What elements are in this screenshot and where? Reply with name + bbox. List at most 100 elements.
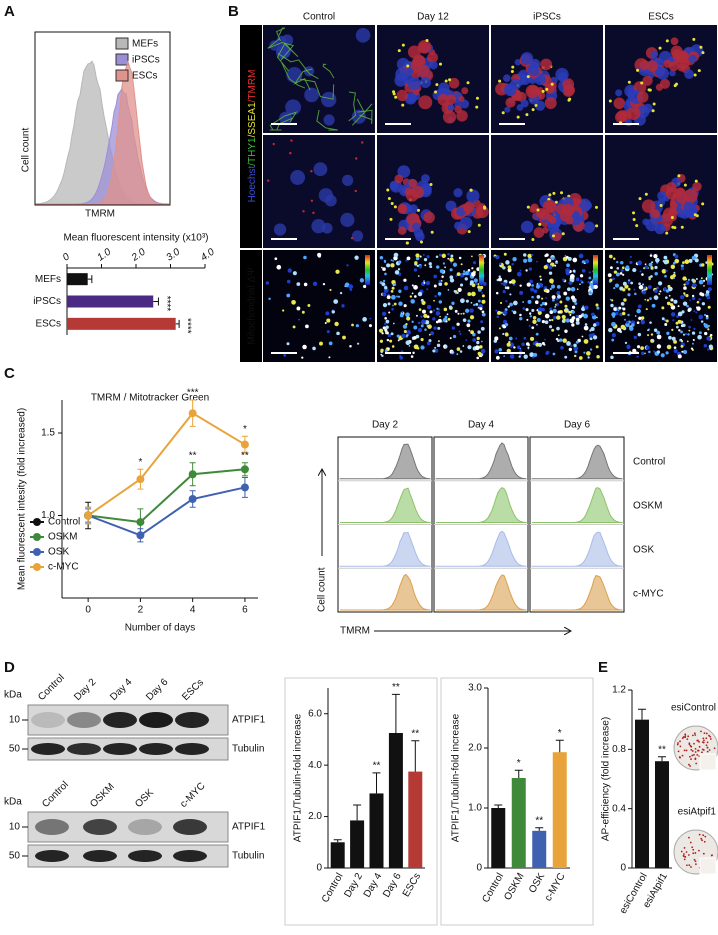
speckle — [525, 269, 528, 272]
colony — [693, 858, 696, 861]
speckle — [480, 326, 485, 331]
y-tick-label: 0.8 — [612, 744, 626, 755]
speckle — [390, 259, 393, 262]
speckle — [539, 278, 542, 281]
speckle — [707, 305, 711, 309]
column-label: Day 12 — [417, 12, 449, 23]
spot — [526, 75, 530, 79]
speckle — [688, 329, 691, 332]
cell — [683, 201, 695, 214]
speckle — [424, 328, 427, 331]
speckle — [413, 268, 418, 272]
spot — [677, 174, 681, 178]
panel-label: E — [598, 659, 608, 676]
speckle — [687, 333, 690, 336]
speckle — [471, 267, 474, 270]
speckle — [445, 320, 448, 323]
speckle — [416, 264, 419, 267]
speckle — [391, 294, 396, 300]
speckle — [663, 260, 669, 265]
speckle — [334, 321, 339, 327]
speckle — [392, 259, 395, 262]
speckle — [509, 302, 513, 307]
speckle — [584, 305, 589, 310]
colony — [696, 754, 699, 756]
spot — [312, 211, 315, 215]
speckle — [703, 313, 707, 317]
spot — [534, 103, 538, 107]
speckle — [417, 321, 421, 325]
spot — [435, 83, 439, 87]
cell — [506, 85, 517, 96]
channel-strip — [240, 25, 262, 248]
speckle — [391, 307, 394, 311]
speckle — [460, 263, 463, 266]
speckle — [438, 300, 443, 304]
spot — [671, 225, 675, 229]
speckle — [595, 303, 599, 307]
speckle — [563, 308, 568, 312]
speckle — [653, 295, 659, 300]
speckle — [578, 314, 582, 319]
speckle — [551, 328, 555, 332]
column-label: Control — [303, 12, 335, 23]
colony — [687, 735, 690, 738]
speckle — [430, 331, 435, 336]
colony — [679, 740, 681, 743]
spot — [397, 49, 401, 53]
speckle — [537, 310, 542, 315]
colony — [685, 851, 688, 853]
speckle — [548, 271, 553, 275]
significance: ** — [658, 744, 666, 755]
speckle — [469, 308, 474, 313]
speckle — [584, 259, 590, 264]
speckle — [385, 325, 389, 329]
colony — [706, 741, 709, 744]
error-bar — [391, 693, 400, 733]
speckle — [362, 317, 367, 322]
speckle — [421, 300, 426, 305]
bar — [491, 808, 506, 868]
speckle — [632, 348, 637, 353]
speckle — [419, 255, 422, 258]
speckle — [324, 321, 327, 325]
spot — [389, 217, 393, 221]
band — [31, 712, 65, 728]
spot — [355, 157, 358, 160]
speckle — [570, 344, 573, 347]
speckle — [529, 279, 534, 284]
spot — [694, 179, 698, 183]
membrane — [316, 109, 338, 131]
speckle — [383, 322, 387, 326]
speckle — [420, 315, 423, 318]
bar — [552, 752, 567, 868]
spot — [406, 64, 410, 68]
speckle — [537, 307, 543, 312]
speckle — [523, 253, 527, 257]
speckle — [691, 278, 695, 282]
speckle — [590, 280, 593, 284]
speckle — [454, 309, 458, 313]
bar — [511, 778, 526, 868]
membrane — [269, 111, 298, 131]
speckle — [676, 314, 680, 318]
x-tick-label: 0 — [85, 605, 91, 616]
x-tick-label: 1.0 — [95, 246, 113, 263]
speckle — [449, 337, 452, 340]
speckle — [640, 319, 646, 325]
speckle — [531, 284, 534, 287]
speckle — [532, 356, 535, 359]
column-label: Day 4 — [468, 420, 495, 431]
cell — [555, 67, 569, 82]
speckle — [536, 295, 541, 299]
speckle — [389, 339, 393, 343]
speckle — [349, 288, 353, 291]
speckle — [565, 296, 570, 301]
spot — [560, 191, 564, 195]
speckle — [429, 310, 433, 314]
channel-part: Hoechst — [247, 166, 258, 203]
speckle — [563, 291, 568, 296]
speckle — [691, 294, 695, 298]
spot — [310, 199, 314, 202]
cell — [533, 227, 545, 238]
